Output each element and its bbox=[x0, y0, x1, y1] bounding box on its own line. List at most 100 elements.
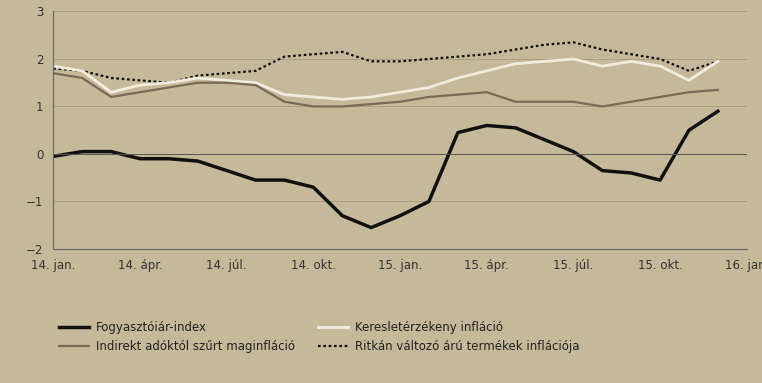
Keresletérzékeny infláció bbox=[280, 92, 289, 97]
Keresletérzékeny infláció bbox=[568, 57, 578, 61]
Fogyasztóiár-index bbox=[713, 109, 722, 113]
Keresletérzékeny infláció bbox=[165, 80, 174, 85]
Ritkán változó árú termékek inflációja bbox=[395, 59, 405, 64]
Fogyasztóiár-index bbox=[367, 225, 376, 230]
Indirekt adóktól szűrt maginfláció bbox=[597, 104, 607, 109]
Ritkán változó árú termékek inflációja bbox=[367, 59, 376, 64]
Ritkán változó árú termékek inflációja bbox=[684, 69, 693, 73]
Indirekt adóktól szűrt maginfláció bbox=[424, 95, 434, 99]
Ritkán változó árú termékek inflációja bbox=[713, 59, 722, 64]
Fogyasztóiár-index bbox=[395, 213, 405, 218]
Ritkán változó árú termékek inflációja bbox=[49, 66, 58, 71]
Indirekt adóktól szűrt maginfláció bbox=[482, 90, 491, 95]
Ritkán változó árú termékek inflációja bbox=[540, 43, 549, 47]
Ritkán változó árú termékek inflációja bbox=[424, 57, 434, 61]
Indirekt adóktól szűrt maginfláció bbox=[655, 95, 664, 99]
Fogyasztóiár-index bbox=[251, 178, 260, 182]
Keresletérzékeny infláció bbox=[713, 59, 722, 64]
Fogyasztóiár-index bbox=[280, 178, 289, 182]
Ritkán változó árú termékek inflációja bbox=[597, 47, 607, 52]
Fogyasztóiár-index bbox=[338, 213, 347, 218]
Keresletérzékeny infláció bbox=[626, 59, 636, 64]
Fogyasztóiár-index bbox=[540, 137, 549, 142]
Ritkán változó árú termékek inflációja bbox=[251, 69, 260, 73]
Indirekt adóktól szűrt maginfláció bbox=[568, 100, 578, 104]
Keresletérzékeny infláció bbox=[453, 76, 463, 80]
Keresletérzékeny infláció bbox=[540, 59, 549, 64]
Fogyasztóiár-index bbox=[165, 156, 174, 161]
Indirekt adóktól szűrt maginfláció bbox=[540, 100, 549, 104]
Fogyasztóiár-index bbox=[49, 154, 58, 159]
Ritkán változó árú termékek inflációja bbox=[568, 40, 578, 45]
Fogyasztóiár-index bbox=[424, 199, 434, 204]
Ritkán változó árú termékek inflációja bbox=[453, 54, 463, 59]
Fogyasztóiár-index bbox=[194, 159, 203, 164]
Indirekt adóktól szűrt maginfláció bbox=[136, 90, 145, 95]
Keresletérzékeny infláció bbox=[136, 83, 145, 87]
Fogyasztóiár-index bbox=[482, 123, 491, 128]
Legend: Fogyasztóiár-index, Indirekt adóktól szűrt maginfláció, Keresletérzékeny infláci: Fogyasztóiár-index, Indirekt adóktól szű… bbox=[59, 321, 580, 353]
Indirekt adóktól szűrt maginfláció bbox=[367, 102, 376, 106]
Ritkán változó árú termékek inflációja bbox=[309, 52, 318, 57]
Ritkán változó árú termékek inflációja bbox=[482, 52, 491, 57]
Keresletérzékeny infláció bbox=[251, 80, 260, 85]
Ritkán változó árú termékek inflációja bbox=[338, 49, 347, 54]
Indirekt adóktól szűrt maginfláció bbox=[223, 80, 232, 85]
Keresletérzékeny infláció bbox=[194, 76, 203, 80]
Keresletérzékeny infláció bbox=[78, 69, 87, 73]
Ritkán változó árú termékek inflációja bbox=[280, 54, 289, 59]
Line: Fogyasztóiár-index: Fogyasztóiár-index bbox=[53, 111, 718, 228]
Indirekt adóktól szűrt maginfláció bbox=[309, 104, 318, 109]
Fogyasztóiár-index bbox=[136, 156, 145, 161]
Fogyasztóiár-index bbox=[597, 168, 607, 173]
Ritkán változó árú termékek inflációja bbox=[511, 47, 520, 52]
Keresletérzékeny infláció bbox=[482, 69, 491, 73]
Indirekt adóktól szűrt maginfláció bbox=[684, 90, 693, 95]
Indirekt adóktól szűrt maginfláció bbox=[511, 100, 520, 104]
Ritkán változó árú termékek inflációja bbox=[194, 73, 203, 78]
Fogyasztóiár-index bbox=[684, 128, 693, 133]
Ritkán változó árú termékek inflációja bbox=[78, 69, 87, 73]
Ritkán változó árú termékek inflációja bbox=[165, 80, 174, 85]
Indirekt adóktól szűrt maginfláció bbox=[713, 88, 722, 92]
Indirekt adóktól szűrt maginfláció bbox=[338, 104, 347, 109]
Indirekt adóktól szűrt maginfláció bbox=[194, 80, 203, 85]
Indirekt adóktól szűrt maginfláció bbox=[49, 71, 58, 75]
Fogyasztóiár-index bbox=[568, 149, 578, 154]
Ritkán változó árú termékek inflációja bbox=[223, 71, 232, 75]
Keresletérzékeny infláció bbox=[597, 64, 607, 69]
Ritkán változó árú termékek inflációja bbox=[655, 57, 664, 61]
Fogyasztóiár-index bbox=[453, 130, 463, 135]
Fogyasztóiár-index bbox=[309, 185, 318, 190]
Fogyasztóiár-index bbox=[655, 178, 664, 182]
Keresletérzékeny infláció bbox=[338, 97, 347, 101]
Line: Keresletérzékeny infláció: Keresletérzékeny infláció bbox=[53, 59, 718, 99]
Keresletérzékeny infláció bbox=[424, 85, 434, 90]
Indirekt adóktól szűrt maginfláció bbox=[165, 85, 174, 90]
Keresletérzékeny infláció bbox=[49, 64, 58, 69]
Keresletérzékeny infláció bbox=[107, 90, 116, 95]
Keresletérzékeny infláció bbox=[309, 95, 318, 99]
Line: Ritkán változó árú termékek inflációja: Ritkán változó árú termékek inflációja bbox=[53, 43, 718, 83]
Fogyasztóiár-index bbox=[626, 171, 636, 175]
Indirekt adóktól szűrt maginfláció bbox=[453, 92, 463, 97]
Keresletérzékeny infláció bbox=[395, 90, 405, 95]
Ritkán változó árú termékek inflációja bbox=[626, 52, 636, 57]
Keresletérzékeny infláció bbox=[223, 78, 232, 83]
Line: Indirekt adóktól szűrt maginfláció: Indirekt adóktól szűrt maginfláció bbox=[53, 73, 718, 106]
Ritkán változó árú termékek inflációja bbox=[107, 76, 116, 80]
Indirekt adóktól szűrt maginfláció bbox=[280, 100, 289, 104]
Indirekt adóktól szűrt maginfláció bbox=[626, 100, 636, 104]
Keresletérzékeny infláció bbox=[655, 64, 664, 69]
Keresletérzékeny infláció bbox=[367, 95, 376, 99]
Keresletérzékeny infláció bbox=[684, 78, 693, 83]
Fogyasztóiár-index bbox=[78, 149, 87, 154]
Fogyasztóiár-index bbox=[107, 149, 116, 154]
Indirekt adóktól szűrt maginfláció bbox=[107, 95, 116, 99]
Indirekt adóktól szűrt maginfláció bbox=[251, 83, 260, 87]
Ritkán változó árú termékek inflációja bbox=[136, 78, 145, 83]
Indirekt adóktól szűrt maginfláció bbox=[395, 100, 405, 104]
Fogyasztóiár-index bbox=[511, 126, 520, 130]
Indirekt adóktól szűrt maginfláció bbox=[78, 76, 87, 80]
Keresletérzékeny infláció bbox=[511, 61, 520, 66]
